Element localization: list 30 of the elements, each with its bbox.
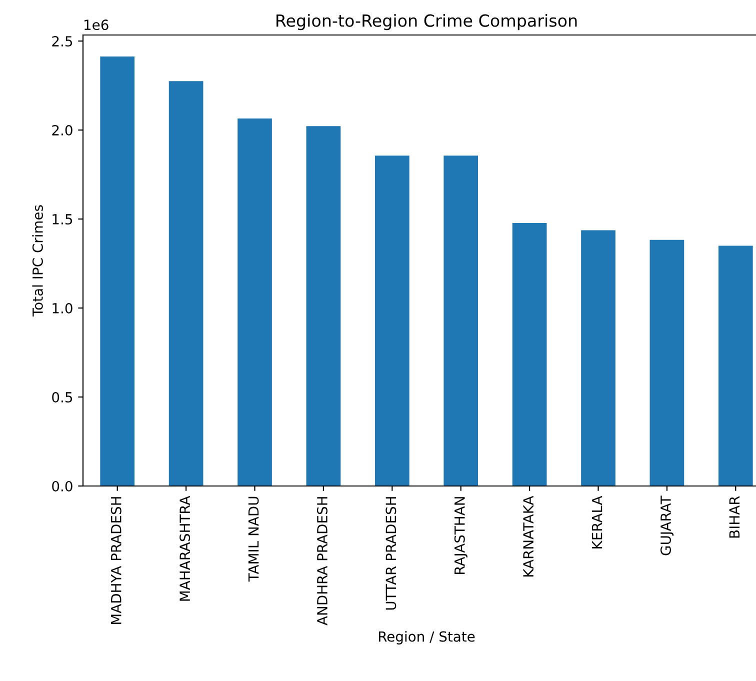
- x-tick-label: MAHARASHTRA: [180, 496, 190, 601]
- x-tick-label: BIHAR: [729, 496, 740, 538]
- bar: [444, 156, 478, 486]
- bar: [100, 56, 135, 486]
- bar: [168, 81, 204, 486]
- chart-title: Region-to-Region Crime Comparison: [276, 14, 577, 30]
- y-axis-title: Total IPC Crimes: [32, 205, 43, 317]
- x-tick-label: KARNATAKA: [523, 496, 534, 576]
- x-tick-label: RAJASTHAN: [454, 497, 468, 574]
- y-tick-label: 1.0: [52, 302, 72, 314]
- text: 1e6: [84, 20, 108, 30]
- bar: [718, 246, 753, 486]
- bar: [650, 240, 684, 486]
- x-axis-title: Region / State: [378, 631, 475, 644]
- x-tick-label: MADHYA PRADESH: [110, 497, 122, 624]
- x-tick-label: GUJARAT: [660, 496, 674, 556]
- y-tick-label: 0.5: [52, 392, 72, 402]
- x-tick-label: KERALA: [592, 496, 602, 548]
- bar: [238, 118, 272, 486]
- x-tick-label: UTTAR PRADESH: [386, 497, 396, 610]
- y-tick-label: 2.0: [52, 125, 72, 136]
- y-tick-label: 2.5: [52, 36, 72, 47]
- x-tick-label: TAMIL NADU: [248, 496, 259, 582]
- bar: [512, 222, 547, 486]
- bar: [374, 156, 410, 486]
- bar: [581, 230, 616, 486]
- y-tick-label: 0.0: [52, 480, 72, 492]
- y-tick-label: 1.5: [52, 214, 72, 225]
- bar: [306, 126, 341, 486]
- x-tick-label: ANDHRA PRADESH: [316, 497, 328, 626]
